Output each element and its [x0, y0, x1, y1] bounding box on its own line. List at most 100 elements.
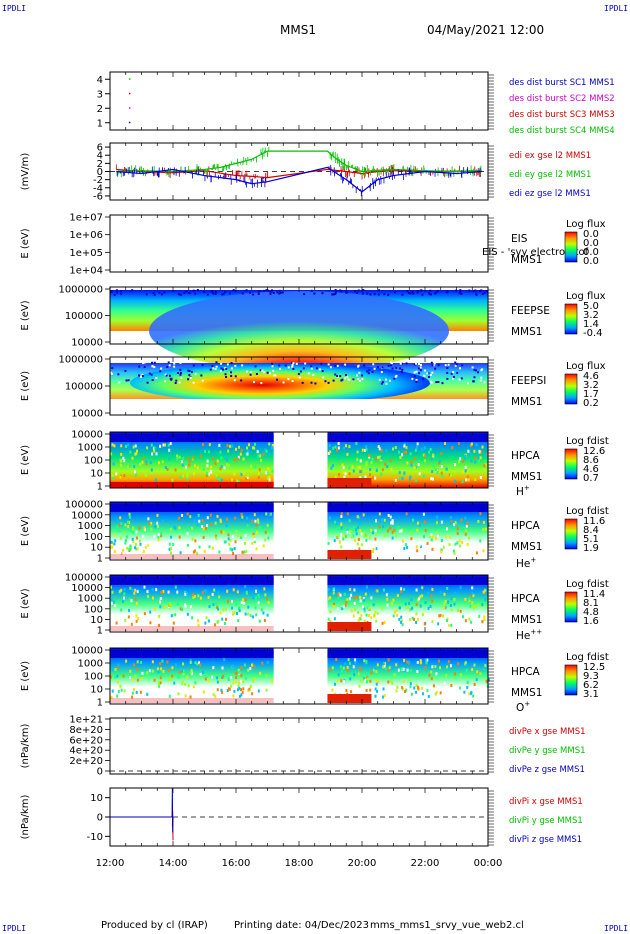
y-tick-label: 1000000 [58, 355, 103, 366]
spectrogram-texel [153, 293, 156, 296]
spectrogram-texel [196, 289, 199, 292]
spectrogram-texel [485, 289, 488, 292]
spectrogram-texel [180, 460, 183, 464]
spectrogram-texel [219, 450, 222, 454]
colorbar-title: Log fdist [566, 436, 609, 447]
spectrogram-texel [143, 585, 146, 589]
y-tick-label: 2e+20 [69, 756, 103, 767]
spectrogram-texel [176, 683, 179, 687]
spectrogram-texel [421, 448, 424, 452]
spectrogram-texel [447, 660, 450, 664]
spectrogram-texel [136, 547, 139, 551]
spectrogram-texel [439, 666, 442, 670]
y-tick-label: 10 [90, 685, 103, 696]
spectrogram-texel [222, 530, 225, 534]
spectrogram-texel [249, 291, 252, 294]
spectrogram-texel [472, 606, 475, 610]
spectrogram-texel [356, 547, 359, 551]
spectrogram-texel [123, 459, 126, 463]
spectrogram-texel [303, 293, 306, 296]
spectrogram-texel [178, 381, 181, 384]
spectrogram-texel [382, 588, 385, 592]
spectrogram-texel [136, 660, 139, 664]
spectrogram-texel [389, 693, 392, 697]
spectrogram-texel [375, 670, 378, 674]
spectrogram-texel [251, 519, 254, 523]
spectrogram-texel [171, 674, 174, 678]
spectrogram-texel [342, 537, 345, 541]
spectrogram-texel [480, 289, 483, 292]
y-tick-label: 10000 [71, 510, 103, 521]
spectrogram-texel [123, 596, 126, 600]
spectrogram-texel [271, 365, 274, 368]
spectrogram-texel [211, 365, 214, 368]
spectrogram-texel [230, 375, 233, 378]
spectrogram-texel [125, 535, 128, 539]
spectrogram-texel [134, 546, 137, 550]
spectrogram-texel [201, 670, 204, 674]
spectrogram-texel [376, 366, 379, 369]
spectrogram-texel [172, 542, 175, 546]
spectrogram-texel [390, 667, 393, 671]
y-tick-label: -4 [93, 183, 103, 194]
spectrogram-texel [151, 588, 154, 592]
y-tick-label: 10000 [71, 409, 103, 420]
spectrogram-texel [178, 455, 181, 459]
spectrogram-texel [170, 551, 173, 555]
spectrogram-texel [168, 374, 171, 377]
y-tick-label: 1 [97, 554, 103, 565]
spectrogram-texel [370, 671, 373, 675]
spectrogram-texel [368, 453, 371, 457]
y-tick-label: 4 [97, 151, 103, 162]
spectrogram-texel [366, 606, 369, 610]
spectrogram-texel [375, 533, 378, 537]
spectrogram-texel [258, 290, 261, 293]
spectrogram-texel [366, 672, 369, 676]
spectrogram-texel [415, 588, 418, 592]
spectrogram-texel [465, 663, 468, 667]
spectrogram-texel [361, 543, 364, 547]
spectrogram-texel [268, 478, 271, 482]
spectrogram-texel [135, 619, 138, 623]
spectrogram-texel [346, 452, 349, 456]
spectrogram-texel [201, 364, 204, 367]
spectrogram-texel [359, 669, 362, 673]
spectrogram-texel [110, 540, 113, 544]
spectrogram-texel [431, 599, 434, 603]
spectrogram-texel [374, 537, 377, 541]
instrument-label: FEEPSI [511, 375, 546, 387]
spectrogram-texel [403, 444, 406, 448]
spectrogram-texel [336, 546, 339, 550]
spectrogram-texel [116, 666, 119, 670]
spectrogram-texel [377, 293, 380, 296]
spectrogram-texel [416, 660, 419, 664]
spectrogram-texel [438, 614, 441, 618]
spectrogram-texel [367, 607, 370, 611]
spectrogram-texel [426, 541, 429, 545]
spectrogram-texel [228, 444, 231, 448]
species-charge: + [524, 484, 530, 492]
spectrogram-texel [483, 381, 486, 384]
spectrogram-texel [339, 593, 342, 597]
spectrogram-texel [269, 290, 272, 293]
spectrogram-texel [202, 535, 205, 539]
data-point [128, 78, 131, 80]
spectrogram-texel [176, 602, 179, 606]
spectrogram-texel [436, 521, 439, 525]
spectrogram-texel [332, 464, 335, 468]
spectrogram-texel [276, 378, 279, 381]
spectrogram-texel [201, 379, 204, 382]
spectrogram-texel [119, 516, 122, 520]
spectrogram-texel [474, 460, 477, 464]
footer-script-name: mms_mms1_srvy_vue_web2.cl [370, 920, 524, 931]
spectrogram-texel [131, 469, 134, 473]
spectrogram-texel [148, 669, 151, 673]
spectrogram-texel [222, 368, 225, 371]
spectrogram-texel [445, 674, 448, 678]
y-axis-label: E (eV) [20, 516, 31, 546]
spectrogram-texel [484, 664, 487, 668]
spectrogram-texel [222, 674, 225, 678]
spectrogram-texel [265, 449, 268, 453]
spectrogram-texel [139, 674, 142, 678]
spectrogram-texel [400, 615, 403, 619]
